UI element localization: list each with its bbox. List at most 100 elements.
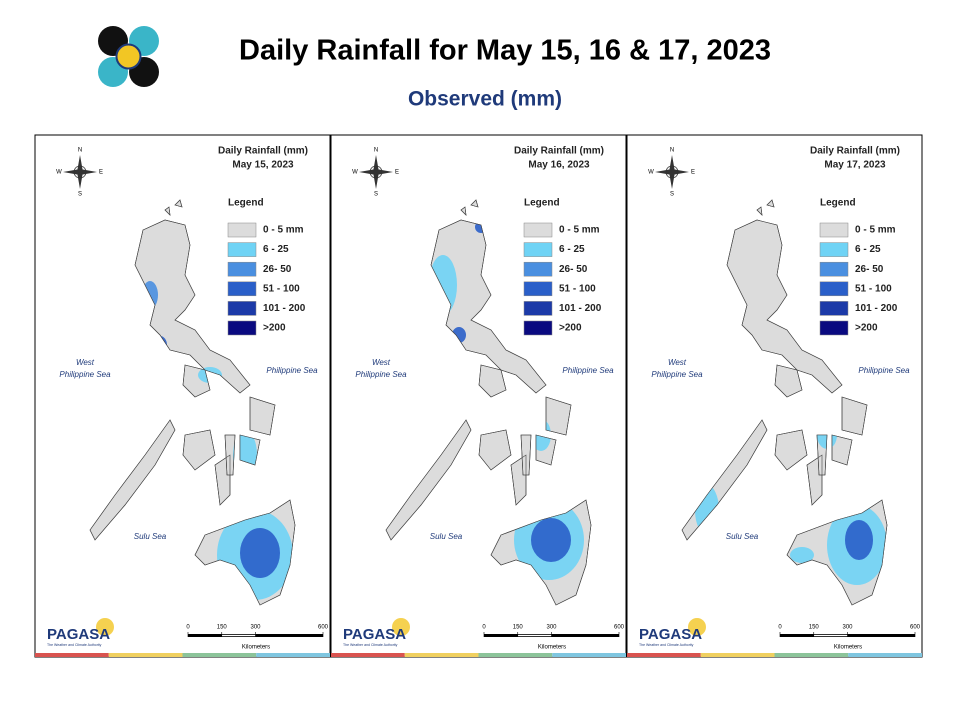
panel-title: Daily Rainfall (mm) [514, 146, 604, 157]
compass-e: E [395, 170, 399, 176]
sea-label: Philippine Sea [266, 366, 318, 375]
province-border [470, 199, 479, 208]
map-panel: Daily Rainfall (mm) May 16, 2023 Legend 0 -… [330, 134, 627, 658]
scale-tick-label: 600 [614, 625, 625, 631]
province-border [831, 434, 853, 466]
legend-swatch [523, 320, 553, 336]
legend-swatch [819, 301, 849, 316]
logo-tagline: The Weather and Climate Authority [47, 643, 102, 647]
province-border [239, 434, 261, 466]
legend-swatch [819, 242, 849, 257]
legend-swatch [523, 281, 553, 297]
legend-label: >200 [559, 323, 582, 334]
province-border [774, 364, 803, 398]
rainfall-area [790, 547, 814, 563]
scale-tick-label: 600 [910, 625, 921, 631]
subtitle: Observed (mm) [408, 88, 562, 111]
province-border [174, 199, 183, 208]
rainfall-area [845, 520, 873, 560]
scale-bar-segment [221, 634, 256, 637]
compass-w: W [648, 170, 654, 176]
province-border [224, 434, 236, 476]
compass-e: E [99, 170, 103, 176]
panel-frame [626, 134, 923, 658]
legend-swatch [227, 242, 257, 257]
scale-tick-label: 150 [217, 625, 228, 631]
logo-tagline: The Weather and Climate Authority [639, 643, 694, 647]
legend-swatch [819, 281, 849, 297]
panel-frame [330, 134, 627, 658]
sea-label: Sulu Sea [134, 532, 167, 541]
legend-swatch [227, 222, 257, 238]
color-strip [478, 653, 553, 657]
province-border [214, 454, 231, 506]
map-panel: Daily Rainfall (mm) May 15, 2023 Legend 0 -… [34, 134, 331, 658]
province-border [510, 454, 527, 506]
legend-label: 0 - 5 mm [559, 225, 600, 236]
color-strip [182, 653, 257, 657]
province-border [816, 434, 828, 476]
legend-swatch [227, 281, 257, 297]
legend-swatch [523, 242, 553, 257]
scale-unit: Kilometers [834, 645, 862, 651]
panel-date: May 16, 2023 [528, 160, 590, 171]
compass-w: W [56, 170, 62, 176]
compass-ring [369, 165, 383, 179]
province-border [385, 419, 472, 541]
legend-label: 101 - 200 [263, 303, 306, 314]
logo-icon [392, 618, 410, 636]
sea-label: Sulu Sea [430, 532, 463, 541]
province-border [478, 364, 507, 398]
province-border [490, 499, 592, 606]
panel-title: Daily Rainfall (mm) [810, 146, 900, 157]
scale-tick-label: 0 [778, 625, 782, 631]
compass-w: W [352, 170, 358, 176]
province-border [726, 219, 843, 394]
scale-unit: Kilometers [242, 645, 270, 651]
legend-label: 51 - 100 [855, 283, 892, 294]
color-strip [331, 653, 405, 657]
map-panel: Daily Rainfall (mm) May 17, 2023 Legend 0 -… [626, 134, 923, 658]
sea-label: Philippine Sea [355, 370, 407, 379]
scale-bar-segment [517, 634, 552, 637]
panel-date: May 17, 2023 [824, 160, 886, 171]
legend-title: Legend [524, 198, 560, 209]
legend-label: 0 - 5 mm [263, 225, 304, 236]
color-strip [35, 653, 109, 657]
rainfall-area [531, 518, 571, 562]
color-strip [848, 653, 922, 657]
province-border [478, 429, 512, 471]
sea-label: West [668, 358, 687, 367]
panel-title: Daily Rainfall (mm) [218, 146, 308, 157]
legend-swatch [819, 320, 849, 336]
compass-ring [665, 165, 679, 179]
agency-logo [97, 25, 160, 88]
province-border [430, 219, 547, 394]
province-border [164, 206, 171, 216]
legend-swatch [227, 301, 257, 316]
logo-name: PAGASA [639, 626, 702, 643]
sea-label: Philippine Sea [59, 370, 111, 379]
logo-tagline: The Weather and Climate Authority [343, 643, 398, 647]
scale-tick-label: 300 [250, 625, 261, 631]
compass: N S W E [56, 148, 103, 198]
province-border [89, 419, 176, 541]
province-border [194, 499, 296, 606]
province-border [249, 396, 276, 436]
scale-unit: Kilometers [538, 645, 566, 651]
compass-rose [359, 155, 393, 189]
legend-label: 26- 50 [855, 264, 884, 275]
color-strip [700, 653, 775, 657]
compass-ring [73, 165, 87, 179]
logo-icon [688, 618, 706, 636]
compass: N S W E [352, 148, 399, 198]
scale-tick-label: 0 [186, 625, 190, 631]
compass-rose [63, 155, 97, 189]
panel-date: May 15, 2023 [232, 160, 294, 171]
scale-tick-label: 150 [809, 625, 820, 631]
scale-tick-label: 300 [842, 625, 853, 631]
scale-bar-segment [813, 634, 848, 637]
sea-label: West [372, 358, 391, 367]
province-border [756, 206, 763, 216]
compass-n: N [78, 148, 82, 154]
